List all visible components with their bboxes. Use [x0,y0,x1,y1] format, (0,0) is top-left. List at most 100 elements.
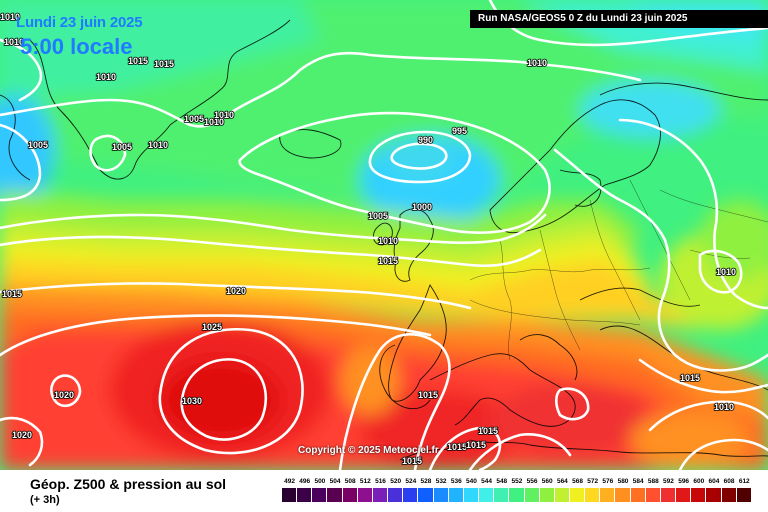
scale-value-label: 500 [314,478,326,485]
scale-value-label: 588 [647,478,659,485]
scale-swatch [342,488,358,502]
copyright-text: Copyright © 2025 Meteociel.fr [298,445,439,456]
isobar-label: 1020 [226,286,246,296]
isobar-label: 1005 [368,211,388,221]
color-scale: 492 496 500 504 508 512 516 520 524 528 532 536 540 5… [282,478,752,502]
isobar-label: 1010 [204,117,224,127]
scale-swatch [357,488,373,502]
forecast-time: 5:00 locale [20,34,133,59]
scale-value-label: 540 [466,478,477,485]
geopotential-field [0,0,768,470]
scale-swatch [509,488,525,502]
country-borders [469,179,768,361]
isobar-label: 1005 [184,114,204,124]
isobar-label: 1010 [4,37,24,47]
legend-title: Géop. Z500 & pression au sol [30,476,227,492]
isobar-label: 995 [452,126,467,136]
scale-value-label: 608 [723,478,735,485]
scale-swatch [600,488,616,502]
scale-swatch [312,488,328,502]
scale-swatch [418,488,434,502]
scale-value-label: 580 [617,478,629,485]
scale-value-label: 496 [299,478,311,485]
isobar-label: 1010 [714,402,734,412]
forecast-date: Lundi 23 juin 2025 [16,14,143,31]
scale-value-label: 576 [602,478,614,485]
isobar-label: 1010 [527,58,547,68]
scale-value-label: 572 [587,478,599,485]
coastlines [0,19,768,461]
scale-swatch [448,488,464,502]
scale-value-label: 508 [344,478,356,485]
isobar-label: 1000 [412,202,432,212]
scale-value-label: 520 [390,478,402,485]
scale-value-label: 556 [526,478,538,485]
scale-swatch [372,488,389,502]
isobar-label: 1010 [378,236,398,246]
isobar-label: 1020 [12,430,32,440]
scale-swatch [297,488,313,502]
scale-value-label: 604 [708,478,720,485]
isobar-label: 1015 [378,256,398,266]
scale-value-label: 504 [329,478,341,485]
run-banner: Run NASA/GEOS5 0 Z du Lundi 23 juin 2025 [470,10,768,28]
isobar-label: 1015 [418,390,438,400]
legend-subtitle: (+ 3h) [30,494,60,506]
isobar-label: 1010 [0,12,20,22]
scale-value-label: 492 [284,478,295,485]
scale-value-label: 592 [663,478,674,485]
scale-swatch [524,488,540,502]
scale-swatch [539,488,555,502]
map-canvas: 1010 1010 1015 1015 1010 1005 1005 1010 1005 1010… [0,0,768,470]
scale-value-label: 528 [420,478,432,485]
scale-value-label: 516 [375,478,386,485]
scale-value-label: 552 [511,478,523,485]
isobar-label: 1010 [214,110,234,120]
isobar-label: 1010 [716,267,736,277]
isobar-label: 1015 [680,373,700,383]
scale-value-label: 564 [556,478,568,485]
color-scale-swatches [282,488,752,502]
isobar-label: 1015 [466,440,486,450]
scale-value-label: 524 [405,478,417,485]
isobar-label: 1015 [154,59,174,69]
scale-value-label: 600 [693,478,705,485]
scale-swatch [388,488,404,502]
scale-swatch [676,488,692,502]
scale-swatch [479,488,495,502]
scale-swatch [660,488,677,502]
scale-swatch [463,488,480,502]
scale-swatch [433,488,449,502]
isobar-label: 1020 [54,390,74,400]
isobars [0,0,768,470]
scale-swatch [721,488,737,502]
scale-swatch [615,488,631,502]
isobar-label: 1005 [28,140,48,150]
isobar-label: 1015 [478,426,498,436]
scale-swatch [494,488,510,502]
isobar-label: 1010 [148,140,168,150]
isobar-label: 1010 [96,72,116,82]
isobar-label: 990 [418,135,433,145]
scale-value-label: 596 [678,478,690,485]
scale-value-label: 584 [632,478,644,485]
scale-value-label: 560 [541,478,553,485]
scale-value-label: 512 [359,478,371,485]
isobar-label: 1025 [202,322,222,332]
isobar-label: 1005 [112,142,132,152]
isobar-label: 1015 [447,442,467,452]
scale-value-label: 548 [496,478,508,485]
isobar-label: 1015 [2,289,22,299]
scale-swatch [630,488,646,502]
isobar-label: 1030 [182,396,202,406]
color-scale-labels: 492 496 500 504 508 512 516 520 524 528 532 536 540 5… [282,478,752,485]
scale-swatch [282,488,298,502]
scale-value-label: 544 [481,478,493,485]
legend-footer: Géop. Z500 & pression au sol (+ 3h) 492 4… [0,470,768,512]
scale-value-label: 568 [572,478,583,485]
scale-swatch [569,488,586,502]
scale-swatch [327,488,343,502]
scale-swatch [706,488,722,502]
